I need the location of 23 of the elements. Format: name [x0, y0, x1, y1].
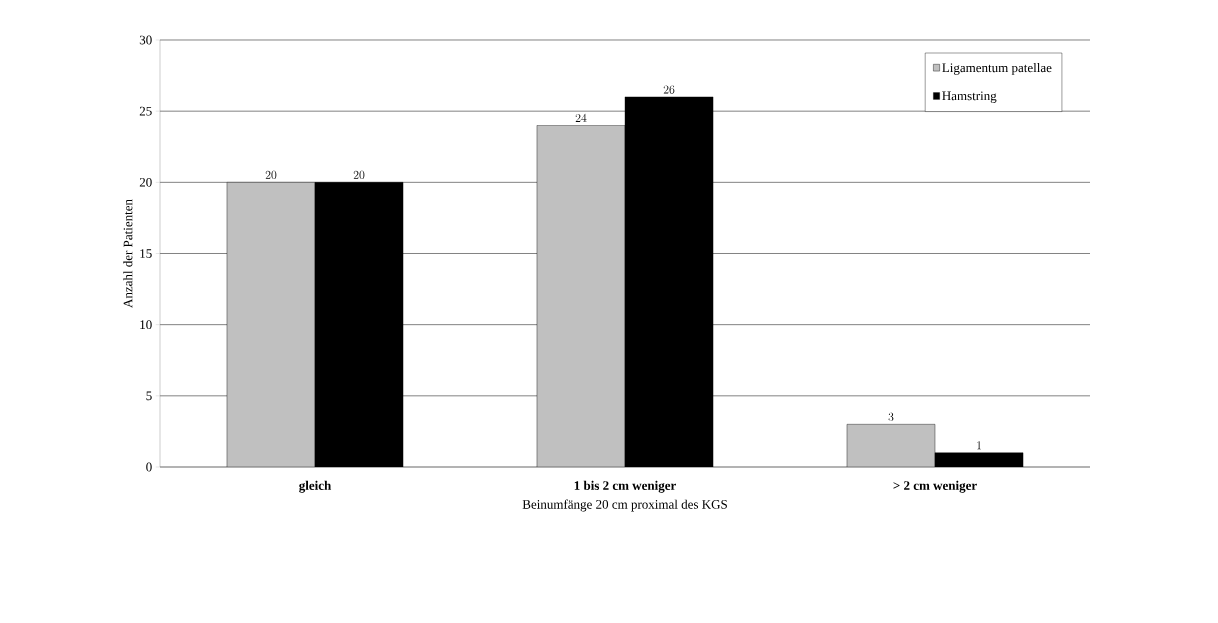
bar: [846, 424, 936, 467]
data-label: 3: [888, 412, 894, 422]
data-label: 1: [977, 441, 982, 450]
bar: [226, 182, 316, 467]
y-tick-label: 10: [140, 320, 152, 330]
data-label: 26: [663, 85, 675, 94]
x-tick-label: 1 bis 2 cm weniger: [574, 480, 676, 493]
y-tick-label: 5: [146, 391, 152, 401]
data-label: 20: [265, 170, 277, 180]
x-tick-label: gleich: [299, 480, 332, 493]
y-tick-label: 30: [139, 35, 152, 45]
data-label: 24: [575, 113, 587, 122]
x-tick-label: > 2 cm weniger: [893, 480, 977, 493]
x-axis-title: Beinumfänge 20 cm proximal des KGS: [522, 499, 727, 512]
y-tick-label: 0: [146, 462, 152, 472]
y-axis-title: Anzahl der Patienten: [123, 199, 133, 308]
legend-label: Hamstring: [942, 91, 997, 103]
bar: [536, 125, 626, 467]
legend-label: Ligamentum patellae: [942, 63, 1052, 75]
y-tick-label: 15: [140, 249, 152, 258]
y-tick-label: 20: [139, 177, 152, 187]
data-label: 20: [353, 170, 365, 180]
y-tick-label: 25: [139, 106, 152, 116]
